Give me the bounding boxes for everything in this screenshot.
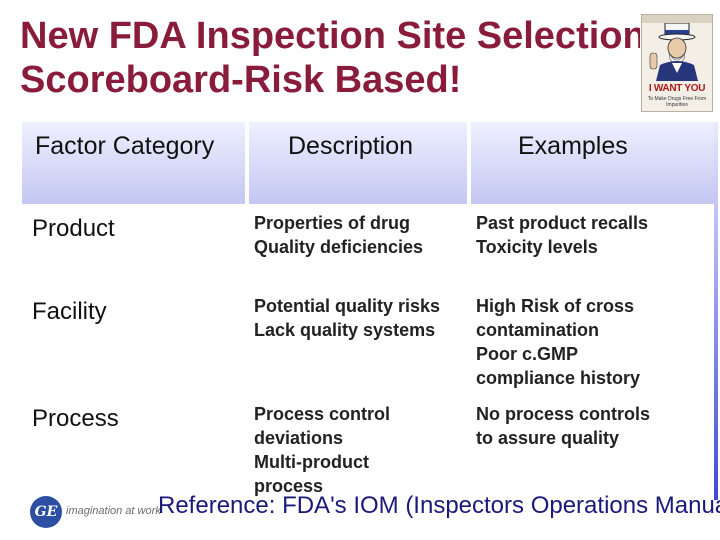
example-line: Past product recalls — [476, 213, 649, 233]
category-process: Process — [32, 405, 119, 432]
description-product: Properties of drug Quality deficiencies — [254, 211, 468, 259]
example-line: compliance history — [476, 368, 641, 388]
title-line-2: Scoreboard-Risk Based! — [20, 59, 462, 101]
ge-tagline: imagination at work — [66, 505, 161, 517]
table-right-edge — [714, 122, 718, 500]
column-separator — [467, 122, 471, 500]
risk-factor-table: Factor Category Description Examples Pro… — [22, 122, 718, 500]
column-separator — [245, 122, 249, 500]
description-line: Potential quality risks — [254, 296, 441, 316]
poster-subtext: To Make Drugs Free From Impurities — [647, 96, 707, 108]
examples-process: No process controls to assure quality — [476, 402, 708, 450]
example-line: to assure quality — [476, 428, 620, 448]
example-line: No process controls — [476, 404, 651, 424]
description-line: Quality deficiencies — [254, 237, 424, 257]
description-line: Process control — [254, 404, 391, 424]
reference-note: Reference: FDA's IOM (Inspectors Operati… — [158, 492, 720, 519]
examples-product: Past product recalls Toxicity levels — [476, 211, 708, 259]
poster-headline: I WANT YOU — [648, 83, 706, 94]
description-line: Multi-product — [254, 452, 369, 472]
description-line: Lack quality systems — [254, 320, 436, 340]
header-factor-category: Factor Category — [35, 132, 215, 160]
example-line: High Risk of cross — [476, 296, 635, 316]
example-line: Toxicity levels — [476, 237, 598, 257]
uncle-sam-figure-icon — [649, 23, 698, 81]
slide-title: New FDA Inspection Site Selection Scoreb… — [20, 14, 640, 102]
description-line: deviations — [254, 428, 344, 448]
description-facility: Potential quality risks Lack quality sys… — [254, 294, 468, 342]
ge-logo: GE imagination at work — [26, 496, 161, 532]
description-line: Properties of drug — [254, 213, 411, 233]
description-process: Process control deviations Multi-product… — [254, 402, 468, 498]
poster-top-strip — [642, 15, 712, 23]
category-product: Product — [32, 215, 115, 242]
uncle-sam-poster-icon: I WANT YOU To Make Drugs Free From Impur… — [641, 14, 713, 112]
description-line: process — [254, 476, 324, 496]
header-examples: Examples — [518, 132, 628, 160]
header-description: Description — [288, 132, 414, 160]
table-header-row — [22, 122, 718, 204]
example-line: contamination — [476, 320, 600, 340]
ge-monogram-icon: GE — [30, 496, 62, 528]
title-line-1: New FDA Inspection Site Selection — [20, 15, 640, 57]
category-facility: Facility — [32, 298, 107, 325]
examples-facility: High Risk of cross contamination Poor c.… — [476, 294, 708, 390]
example-line: Poor c.GMP — [476, 344, 579, 364]
